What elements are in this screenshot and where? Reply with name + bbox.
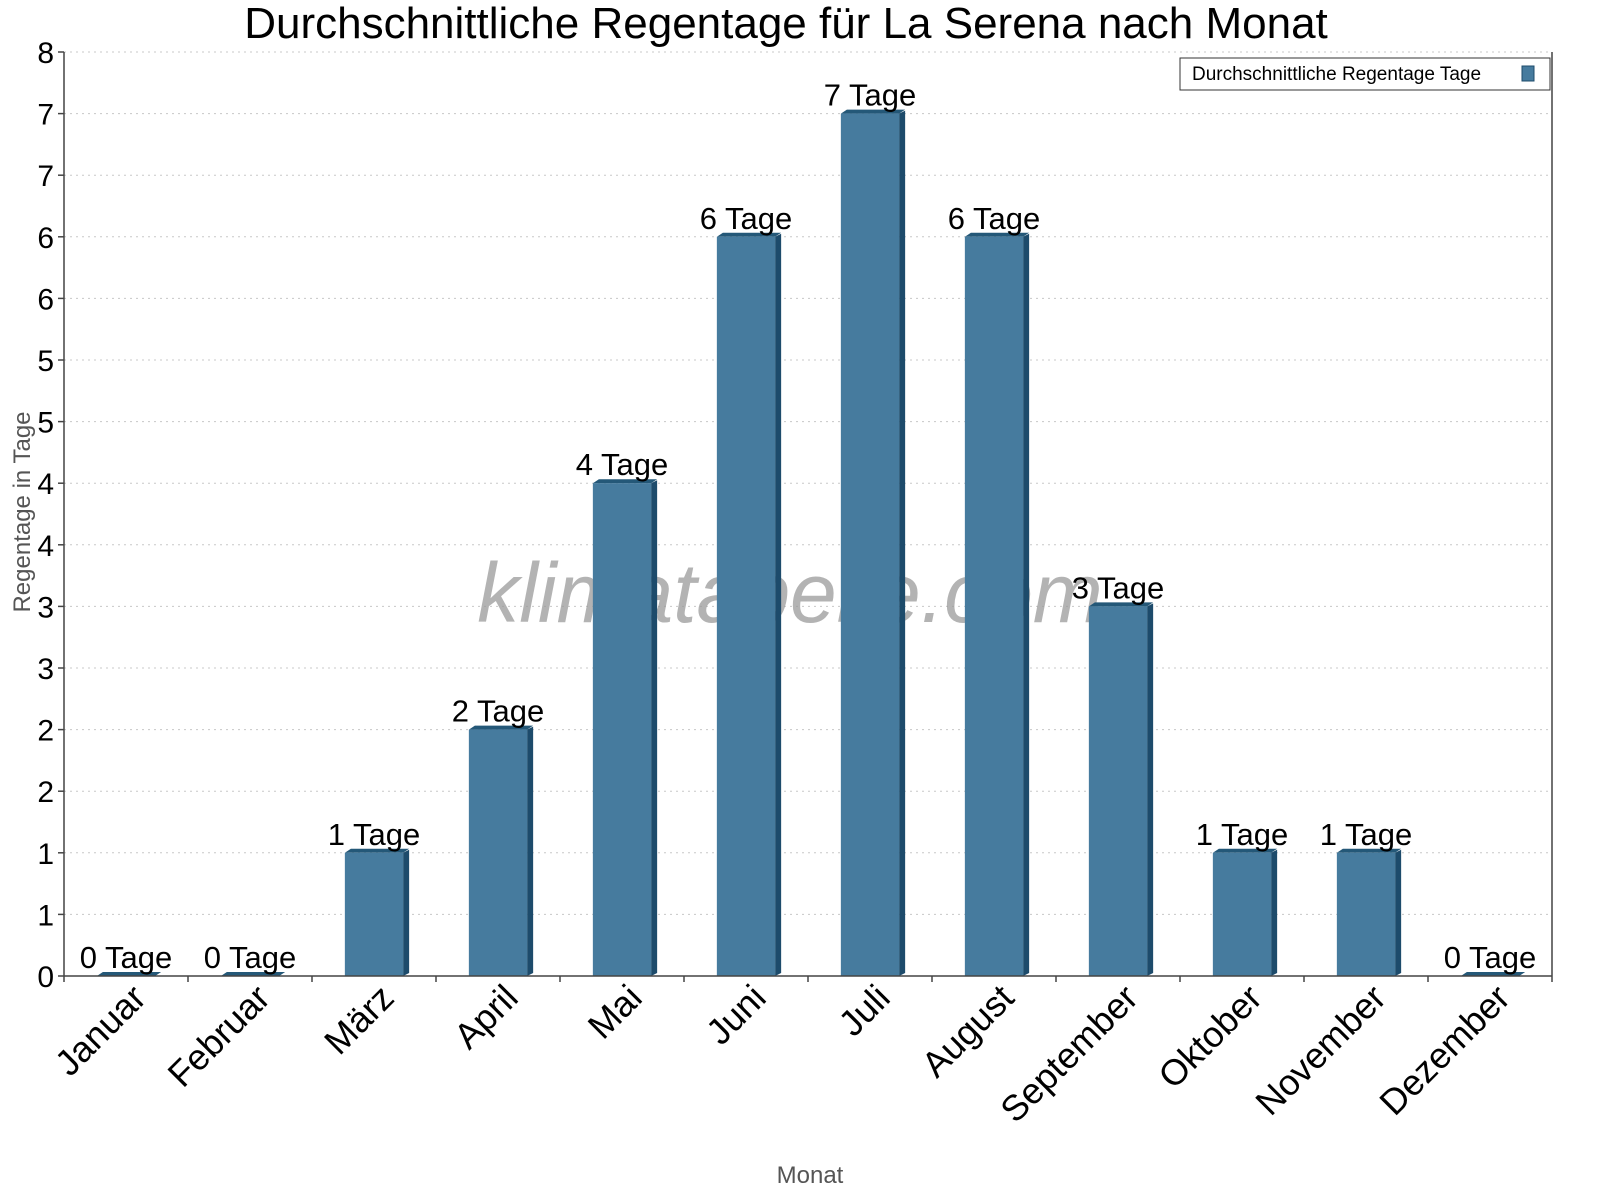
x-tick-label: Mai [580, 977, 650, 1047]
bar-top [592, 479, 658, 484]
x-tick-label: Januar [47, 977, 154, 1084]
y-tick-label: 3 [37, 591, 54, 624]
bar-front [1336, 852, 1396, 976]
x-tick-label: Februar [160, 977, 278, 1095]
bar-top [220, 972, 286, 976]
y-tick-label: 0 [37, 961, 54, 994]
bar-front [1088, 606, 1148, 976]
bar-side [899, 110, 906, 977]
x-tick-labels: Januar Februar März April Mai Juni Juli AugustS… [47, 977, 1518, 1131]
y-tick-label: 5 [37, 345, 54, 378]
x-axis-title: Monat [777, 1162, 844, 1189]
grid-lines [64, 51, 1552, 915]
bar [1088, 602, 1154, 976]
bar-top [1460, 972, 1526, 976]
y-tick-label: 5 [37, 407, 54, 440]
y-tick-label: 6 [37, 222, 54, 255]
bar [220, 972, 286, 976]
bar-top [1336, 848, 1402, 853]
x-tick-label: Dezember [1371, 977, 1517, 1123]
bar-top [1212, 848, 1278, 853]
bar [592, 479, 658, 976]
bar-top [96, 972, 162, 976]
bar-side [403, 849, 410, 976]
y-tick-label: 6 [37, 283, 54, 316]
bar [1460, 972, 1526, 976]
data-label: 4 Tage [576, 447, 669, 482]
bar-top [468, 725, 534, 730]
bar [1336, 848, 1402, 976]
data-label: 1 Tage [328, 817, 421, 852]
y-axis-title: Regentage in Tage [9, 411, 36, 612]
y-tick-label: 4 [37, 530, 54, 563]
data-label: 7 Tage [824, 78, 917, 113]
y-tick-label: 3 [37, 653, 54, 686]
bar-front [716, 236, 776, 977]
bar [840, 109, 906, 977]
x-tick-label: Oktober [1150, 977, 1270, 1097]
data-label: 6 Tage [948, 201, 1041, 236]
legend-label: Durchschnittliche Regentage Tage [1192, 64, 1481, 85]
bar-front [592, 483, 652, 976]
bar-front [964, 236, 1024, 977]
bar [964, 232, 1030, 977]
x-tick-label: August [913, 977, 1021, 1085]
legend-box [1179, 57, 1551, 91]
bar [96, 972, 162, 976]
data-labels: 0 Tage 0 Tage 1 Tage 2 Tage 4 Tage 6 Tage 7 Ta… [80, 78, 1537, 975]
y-tick-label: 4 [37, 468, 54, 501]
bar-top [1088, 602, 1154, 607]
x-tick-label: März [316, 977, 402, 1063]
bar-front [1212, 852, 1272, 976]
bar-side [527, 726, 534, 976]
data-label: 0 Tage [1444, 940, 1537, 975]
bar [716, 232, 782, 977]
bar-side [651, 480, 658, 976]
bar-side [775, 233, 782, 977]
bar-top [344, 848, 410, 853]
data-label: 2 Tage [452, 694, 545, 729]
axes [58, 51, 1553, 982]
y-tick-label: 8 [37, 37, 54, 70]
x-tick-label: Juli [830, 977, 897, 1044]
legend: Durchschnittliche Regentage Tage [1179, 57, 1551, 91]
bar-front [840, 113, 900, 977]
y-tick-label: 7 [37, 99, 54, 132]
data-label: 3 Tage [1072, 570, 1165, 605]
bar [468, 725, 534, 976]
data-label: 1 Tage [1320, 817, 1413, 852]
bar-top [716, 232, 782, 237]
y-tick-label: 7 [37, 160, 54, 193]
data-label: 0 Tage [80, 940, 173, 975]
y-tick-label: 1 [37, 899, 54, 932]
bars [96, 109, 1526, 977]
data-label: 0 Tage [204, 940, 297, 975]
bar-top [840, 109, 906, 114]
x-tick-label: April [446, 977, 526, 1057]
chart-title: Durchschnittliche Regentage für La Seren… [244, 0, 1328, 48]
bar-side [1271, 849, 1278, 976]
data-label: 1 Tage [1196, 817, 1289, 852]
bar-front [344, 852, 404, 976]
x-tick-label: November [1247, 977, 1393, 1123]
bar-front [468, 729, 528, 976]
legend-swatch [1521, 65, 1535, 82]
data-label: 6 Tage [700, 201, 793, 236]
x-tick-label: Juni [698, 977, 774, 1053]
bar-side [1023, 233, 1030, 977]
y-tick-label: 2 [37, 715, 54, 748]
y-tick-label: 1 [37, 838, 54, 871]
y-tick-label: 2 [37, 776, 54, 809]
bar [344, 848, 410, 976]
y-tick-labels: 0 1 1 2 2 3 3 4 4 5 5 6 6 7 7 8 [37, 37, 54, 994]
bar-side [1147, 603, 1154, 976]
bar [1212, 848, 1278, 976]
bar-top [964, 232, 1030, 237]
bar-side [1395, 849, 1402, 976]
